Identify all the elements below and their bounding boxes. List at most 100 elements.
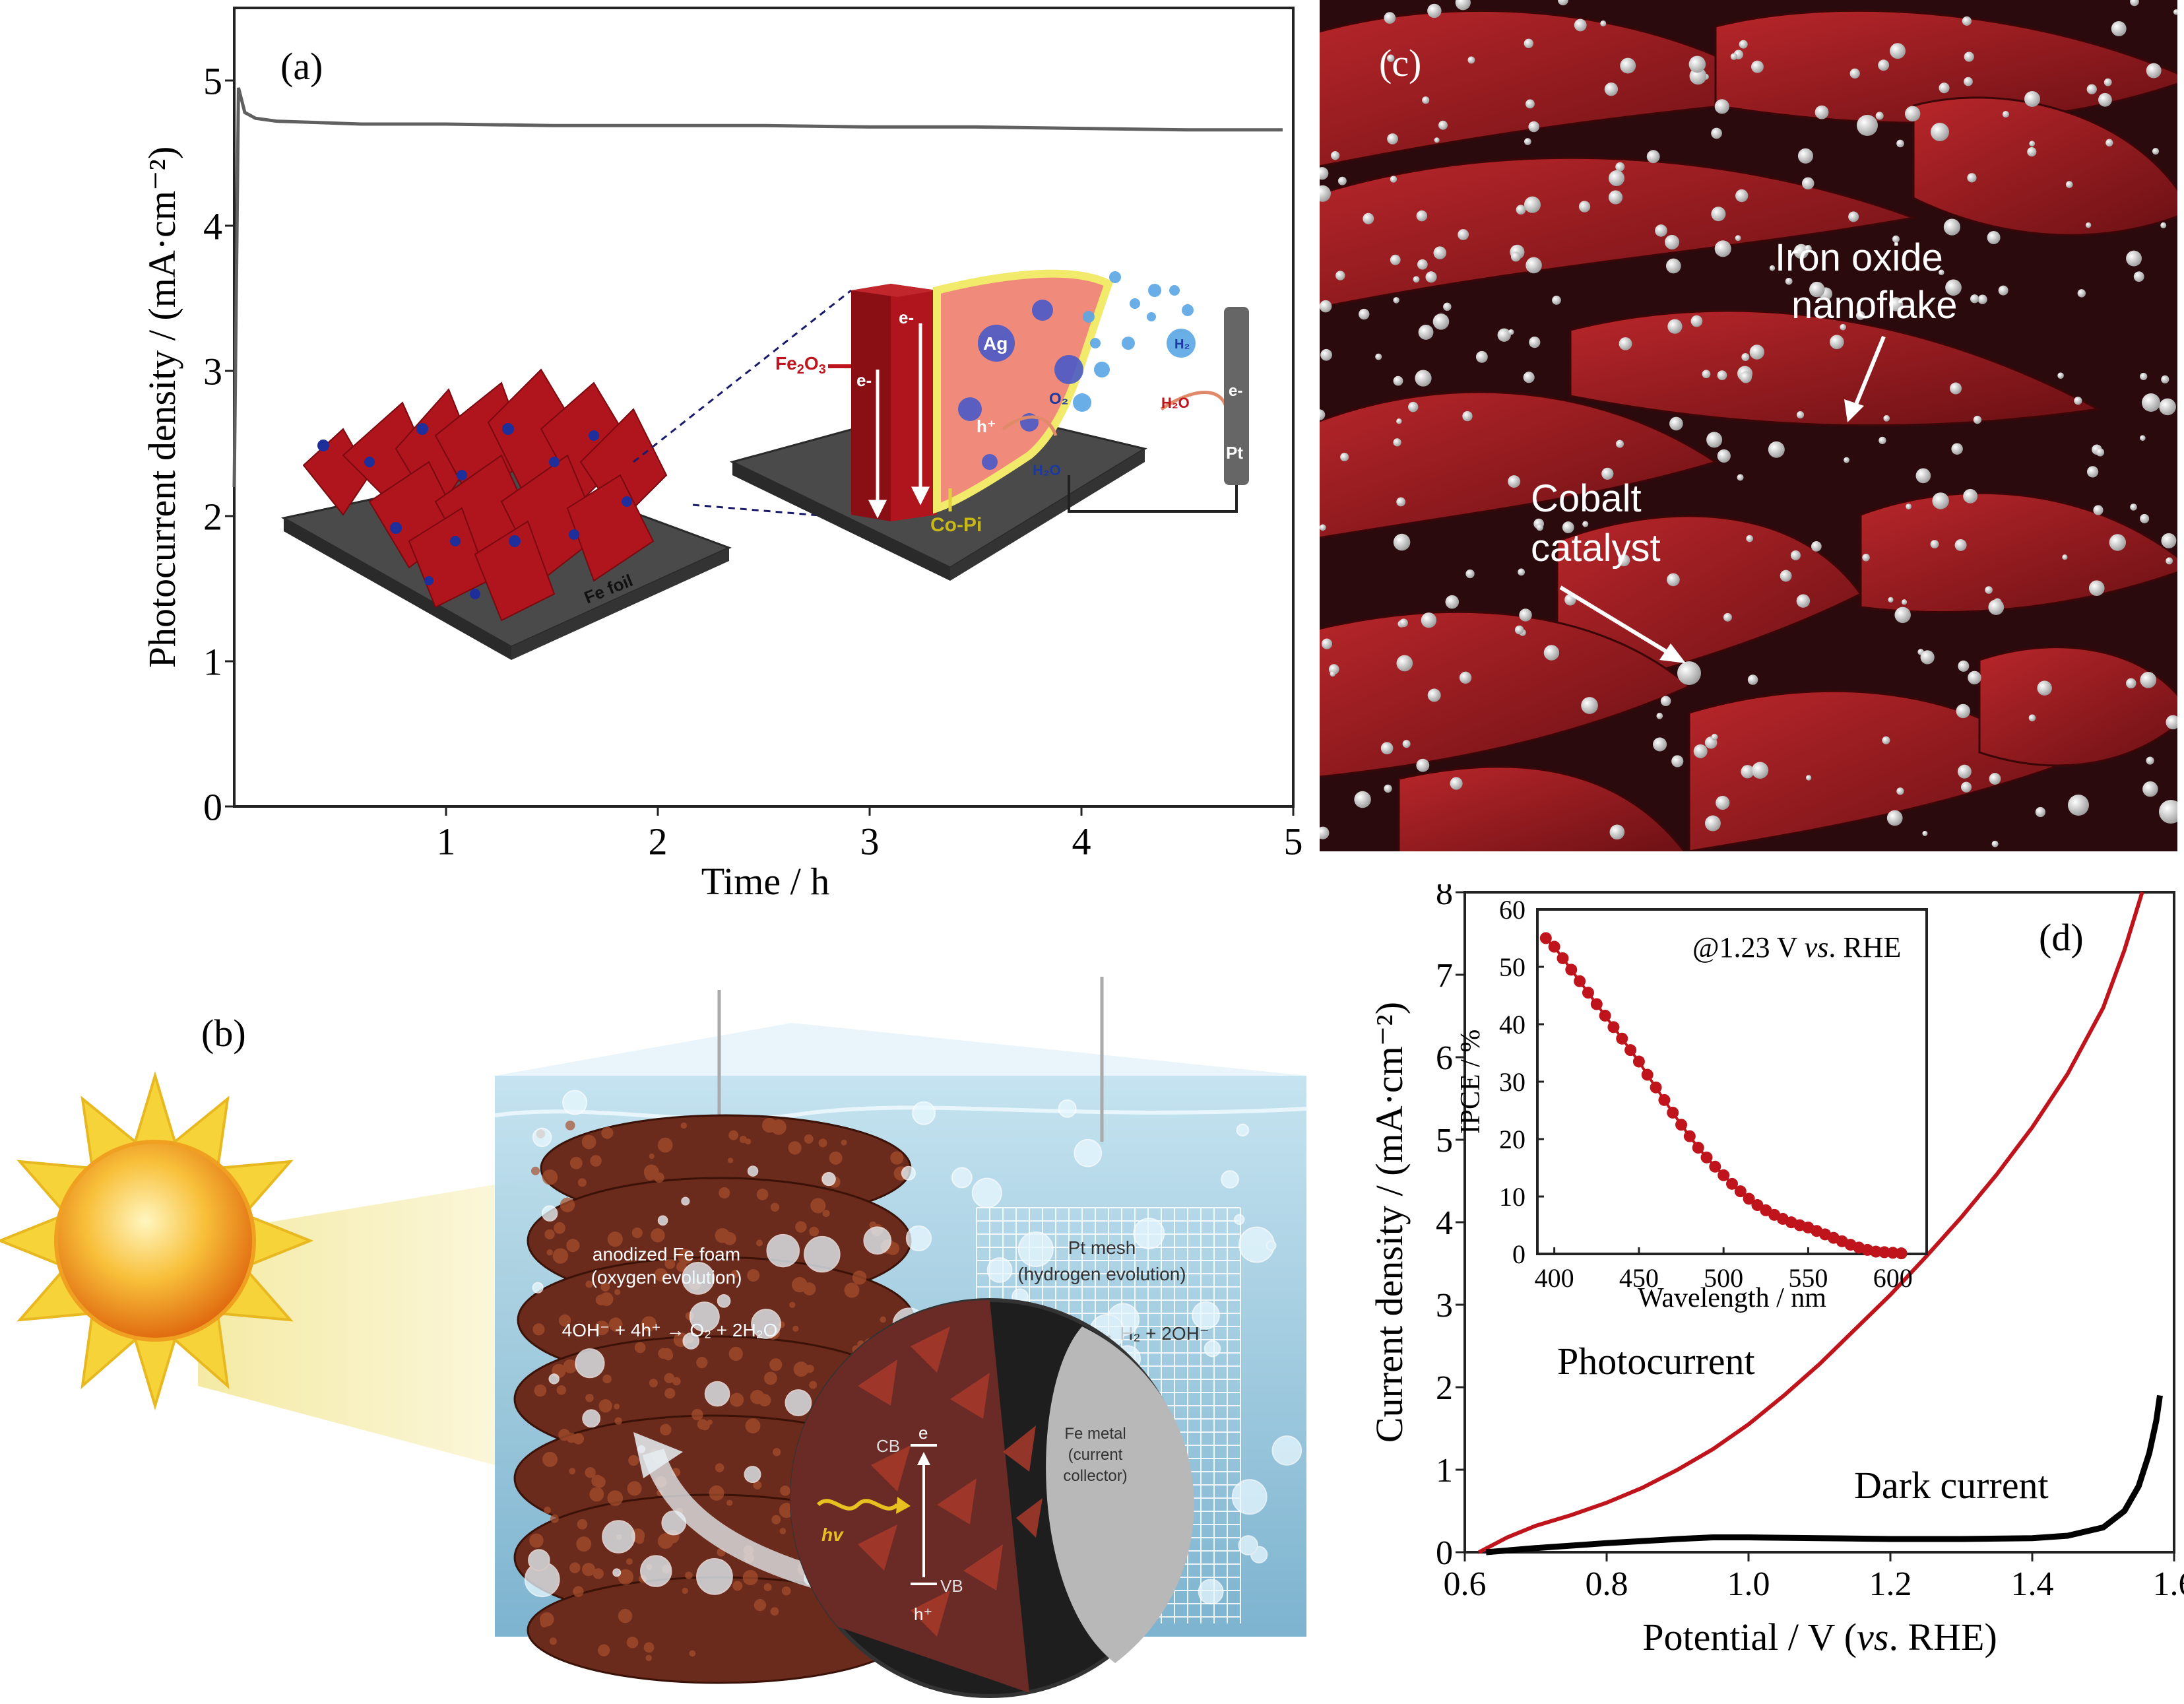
ipce-data-point: [1886, 1247, 1899, 1259]
panel-d-ytick-label: 4: [1436, 1204, 1453, 1242]
foam-grain: [651, 1228, 665, 1243]
panel-d-label: (d): [2039, 916, 2084, 959]
cobalt-particle: [1901, 599, 1908, 605]
cobalt-particle: [2159, 800, 2177, 824]
cobalt-particle: [1769, 265, 1776, 271]
foam-grain: [549, 1637, 557, 1645]
foam-grain: [844, 1282, 860, 1298]
cobalt-particle: [2133, 271, 2144, 282]
cobalt-particle: [1396, 497, 1406, 507]
cobalt-particle: [1450, 777, 1463, 790]
panel-a-ylabel: Photocurrent density / (mA·cm⁻²): [141, 147, 183, 669]
bubble: [785, 1389, 812, 1416]
cobalt-particle: [2088, 580, 2105, 597]
cobalt-particle: [1960, 781, 1972, 793]
cobalt-particle: [2111, 21, 2127, 36]
foam-grain: [576, 1536, 592, 1552]
foam-grain: [585, 1393, 594, 1402]
foam-grain: [581, 1563, 596, 1577]
cobalt-particle: [1399, 618, 1408, 628]
cobalt-particle: [1519, 608, 1532, 622]
cobalt-particle: [1890, 43, 1906, 59]
cobalt-particle: [1340, 453, 1349, 462]
foam-grain: [552, 1248, 569, 1264]
ipce-data-point: [1709, 1160, 1721, 1173]
cobalt-particle: [1393, 297, 1399, 304]
bubble: [751, 1309, 781, 1339]
foam-grain: [697, 1419, 708, 1430]
cobalt-particle: [1790, 550, 1801, 561]
cobalt-particle: [2160, 222, 2167, 228]
cobalt-particle: [1667, 319, 1683, 334]
cobalt-particle: [1801, 177, 1815, 190]
cobalt-particle: [1600, 20, 1607, 27]
foam-grain: [664, 1259, 676, 1269]
ipce-data-point: [1616, 1032, 1628, 1045]
cobalt-particle: [1954, 539, 1967, 551]
hole-label: h⁺: [977, 416, 996, 436]
cobalt-particle: [1320, 185, 1331, 202]
cobalt-particle: [1688, 55, 1706, 73]
cobalt-particle: [2035, 806, 2046, 818]
gas-bubbles: [1073, 271, 1196, 412]
foam-grain: [618, 1608, 633, 1623]
cobalt-particle: [1751, 762, 1769, 779]
foam-grain: [726, 1499, 733, 1506]
cobalt-particle: [2086, 466, 2099, 478]
e-label: e: [918, 1423, 928, 1443]
cobalt-particle: [1963, 488, 1978, 504]
foam-grain: [563, 1359, 577, 1373]
foam-grain: [750, 1390, 765, 1404]
panel-d-xtick-label: 0.8: [1586, 1565, 1628, 1603]
foam-grain: [682, 1587, 688, 1594]
foam-grain: [589, 1487, 604, 1502]
cobalt-particle: [1896, 787, 1904, 795]
magnified-view: CB VB e h⁺ hv Fe metal (current collecto…: [790, 1298, 1194, 1698]
cobalt-particle: [1964, 51, 1974, 62]
inset-xtick-label: 450: [1619, 1263, 1659, 1293]
foam-grain: [769, 1358, 783, 1371]
foam-grain: [626, 1558, 633, 1565]
cobalt-particle: [2029, 141, 2036, 147]
foam-grain: [771, 1515, 781, 1524]
ipce-data-point: [1700, 1151, 1713, 1163]
cobalt-particle: [1735, 189, 1749, 203]
cobalt-particle: [1408, 401, 1419, 412]
foam-grain: [657, 1533, 674, 1549]
photocurrent-label: Photocurrent: [1557, 1340, 1755, 1383]
foam-grain: [731, 1270, 740, 1278]
ipce-data-point: [1582, 987, 1594, 999]
cobalt-particle: [1354, 791, 1371, 808]
ipce-data-point: [1726, 1177, 1738, 1190]
cobalt-particle: [1737, 474, 1744, 481]
foam-grain: [602, 1374, 612, 1384]
cobalt-label-line2: catalyst: [1531, 527, 1661, 570]
cobalt-particle: [1320, 409, 1326, 420]
bubble: [717, 1294, 731, 1308]
panel-d-ytick-label: 0: [1436, 1534, 1453, 1572]
cobalt-particle: [1915, 468, 1931, 484]
ipce-data-point: [1641, 1068, 1654, 1081]
foam-grain: [544, 1229, 555, 1240]
cobalt-particle: [2068, 795, 2089, 816]
panel-a-ytick-label: 4: [203, 205, 222, 247]
bubble: [681, 1196, 690, 1206]
cobalt-particle: [1796, 410, 1805, 419]
cobalt-particle: [1578, 201, 1591, 213]
foam-grain: [771, 1119, 787, 1135]
bubble: [1074, 1138, 1103, 1167]
cobalt-particle: [1945, 279, 1962, 296]
inset-xtick-label: 400: [1535, 1263, 1574, 1293]
dark-current-label: Dark current: [1854, 1464, 2049, 1507]
foam-grain: [654, 1268, 668, 1282]
cobalt-particle: [1693, 744, 1708, 758]
foam-grain: [715, 1228, 730, 1243]
h2o-label-right: H₂O: [1161, 395, 1190, 411]
dark-current-series-line: [1485, 1394, 2163, 1556]
cobalt-particle: [1747, 674, 1758, 685]
cobalt-particle: [1620, 57, 1636, 74]
panel-a-ytick-label: 3: [203, 350, 222, 393]
co-pi-label: Co-Pi: [930, 514, 982, 536]
cobalt-particle: [1717, 370, 1727, 381]
cobalt-particle: [1617, 554, 1630, 567]
